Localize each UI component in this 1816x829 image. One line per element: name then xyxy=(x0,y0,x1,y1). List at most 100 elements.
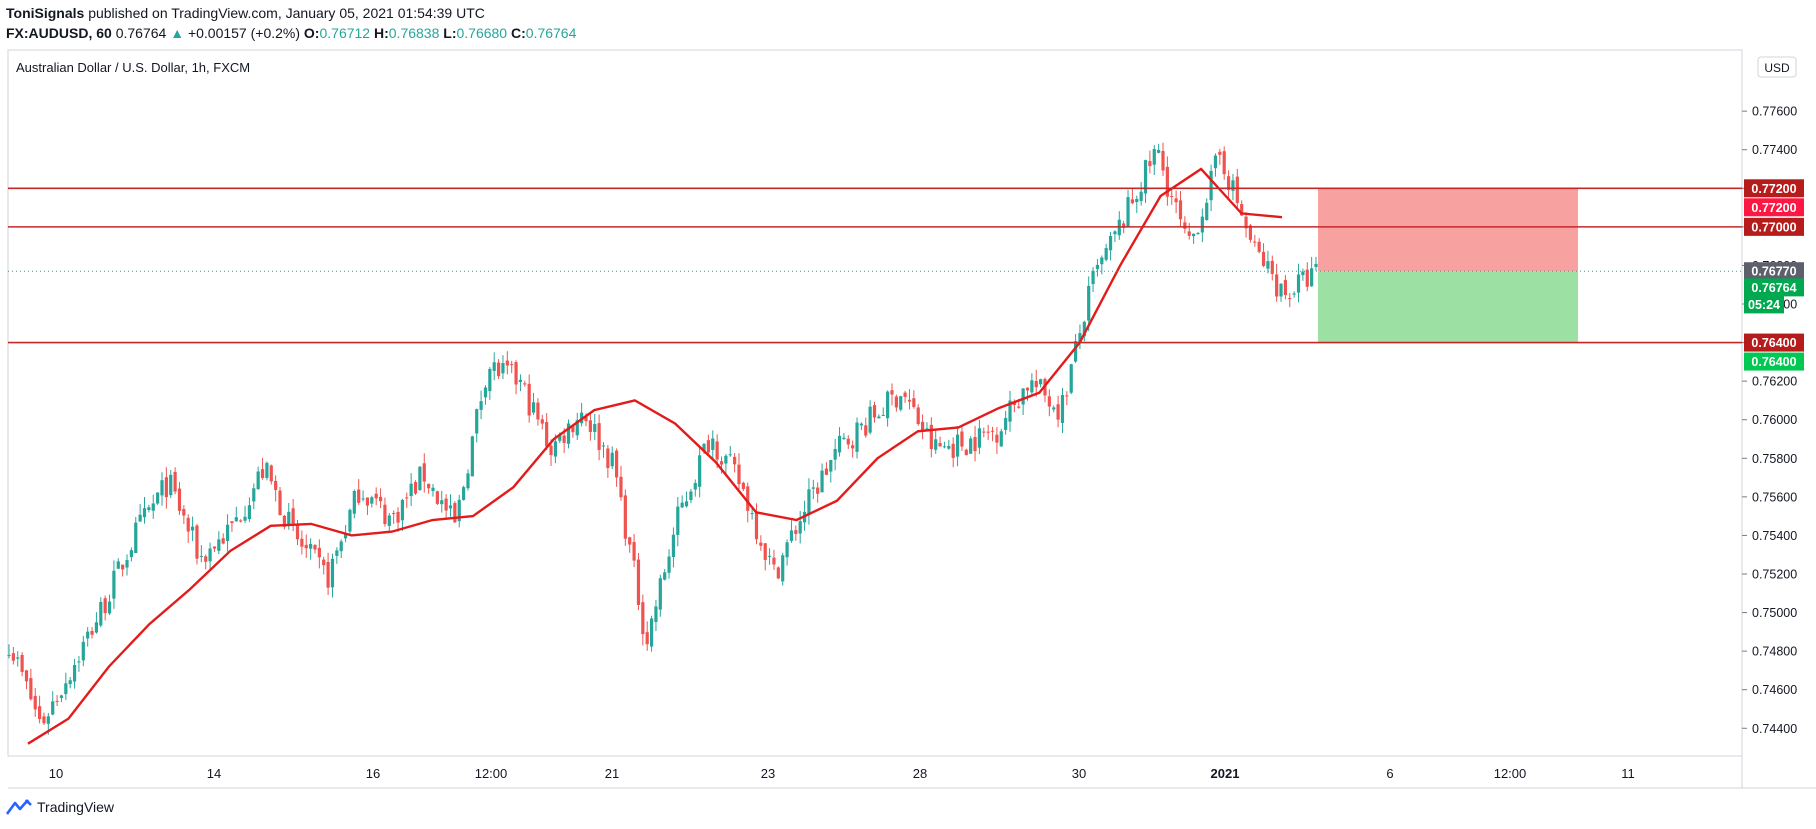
candle-body xyxy=(1253,241,1257,243)
candle-body xyxy=(125,560,129,568)
candle-body xyxy=(1030,380,1034,393)
candle-body xyxy=(772,557,776,565)
candle-body xyxy=(531,402,536,413)
candle-body xyxy=(392,513,396,515)
candle-body xyxy=(1235,176,1239,203)
candle-body xyxy=(693,483,697,490)
footer-brand[interactable]: TradingView xyxy=(37,799,115,815)
candle-body xyxy=(938,443,942,447)
level-lines[interactable] xyxy=(8,187,1742,344)
candle-body xyxy=(287,511,291,525)
candle-body xyxy=(851,445,855,449)
candle-body xyxy=(549,445,553,456)
candle-body xyxy=(733,456,737,465)
candle-body xyxy=(418,466,422,491)
price-label-box xyxy=(1744,295,1784,314)
candle-body xyxy=(899,396,903,410)
candle-body xyxy=(1034,380,1038,388)
candle-body xyxy=(1209,170,1213,201)
candle-body xyxy=(1296,274,1301,293)
candle-body xyxy=(59,695,64,698)
candle-body xyxy=(811,487,815,489)
time-axis[interactable]: 10 14 16 12:00 21 23 28 30 2021 6 12:00 11 xyxy=(49,766,1635,781)
time-tick-label: 28 xyxy=(913,766,927,781)
price-tick-label: 0.75200 xyxy=(1752,567,1797,581)
candle-body xyxy=(317,547,321,558)
candle-body xyxy=(960,431,964,447)
price-label-text: 0.76770 xyxy=(1751,265,1796,279)
price-tick-label: 0.77600 xyxy=(1752,105,1797,119)
price-tick-label: 0.74400 xyxy=(1752,722,1797,736)
candle-body xyxy=(824,468,829,475)
candle-body xyxy=(1270,260,1274,274)
time-tick-label: 21 xyxy=(605,766,619,781)
candle-body xyxy=(365,497,370,506)
candle-body xyxy=(221,538,225,544)
candle-body xyxy=(112,570,116,599)
candle-body xyxy=(448,505,453,509)
candle-body xyxy=(711,438,715,450)
candle-body xyxy=(496,362,501,377)
candle-body xyxy=(1108,236,1113,251)
candle-body xyxy=(1126,197,1130,228)
currency-badge-box xyxy=(1757,56,1797,78)
candle-body xyxy=(51,701,55,715)
candle-body xyxy=(1288,298,1292,300)
candle-body xyxy=(199,555,203,557)
price-tick-label: 0.75000 xyxy=(1752,606,1797,620)
candle-body xyxy=(378,496,383,502)
candle-body xyxy=(1095,264,1100,270)
candle-body xyxy=(86,631,90,639)
candle-body xyxy=(566,423,571,444)
candle-body xyxy=(234,517,238,522)
candle-body xyxy=(619,476,623,498)
candle-body xyxy=(1218,151,1222,155)
author-name[interactable]: ToniSignals xyxy=(6,5,85,21)
candle-body xyxy=(680,502,684,508)
price-tick-label: 0.74800 xyxy=(1752,645,1797,659)
price-label-text: 0.77200 xyxy=(1751,182,1796,196)
candle-body xyxy=(466,473,470,489)
candle-body xyxy=(309,543,313,549)
candle-body xyxy=(584,415,588,422)
price-label-text: 0.76400 xyxy=(1751,336,1796,350)
candle-body xyxy=(505,360,509,366)
candle-body xyxy=(134,522,138,554)
position-zones[interactable] xyxy=(1318,188,1578,343)
candle-body xyxy=(601,445,606,447)
price-label-text: 0.76764 xyxy=(1751,281,1796,295)
price-label-box xyxy=(1744,333,1804,352)
candle-body xyxy=(427,483,431,489)
time-tick-label: 30 xyxy=(1072,766,1086,781)
candle-body xyxy=(886,391,890,419)
candle-body xyxy=(1187,231,1191,236)
candle-body xyxy=(1244,216,1248,229)
candle-body xyxy=(719,461,724,465)
candle-body xyxy=(129,550,133,558)
candle-body xyxy=(588,420,592,432)
candle-body xyxy=(7,654,11,656)
candle-body xyxy=(20,654,24,672)
candle-body xyxy=(925,428,929,430)
candle-body xyxy=(1152,149,1156,165)
candle-body xyxy=(1113,231,1117,235)
candle-body xyxy=(348,509,352,532)
tradingview-logo-icon[interactable] xyxy=(6,799,32,815)
candle-body xyxy=(462,487,466,500)
candle-body xyxy=(195,525,199,559)
candle-body xyxy=(671,534,676,558)
candle-body xyxy=(1161,151,1165,171)
candle-body xyxy=(1192,233,1196,237)
candle-body xyxy=(1157,149,1161,153)
candle-body xyxy=(260,469,265,479)
candle-body xyxy=(409,483,413,497)
currency-badge[interactable]: USD xyxy=(1757,56,1797,78)
candle-body xyxy=(160,480,164,496)
candle-body xyxy=(628,537,632,545)
candle-body xyxy=(597,423,601,450)
candle-body xyxy=(352,491,356,514)
candle-body xyxy=(1292,293,1296,295)
candle-body xyxy=(816,487,820,494)
candle-body xyxy=(151,503,155,511)
